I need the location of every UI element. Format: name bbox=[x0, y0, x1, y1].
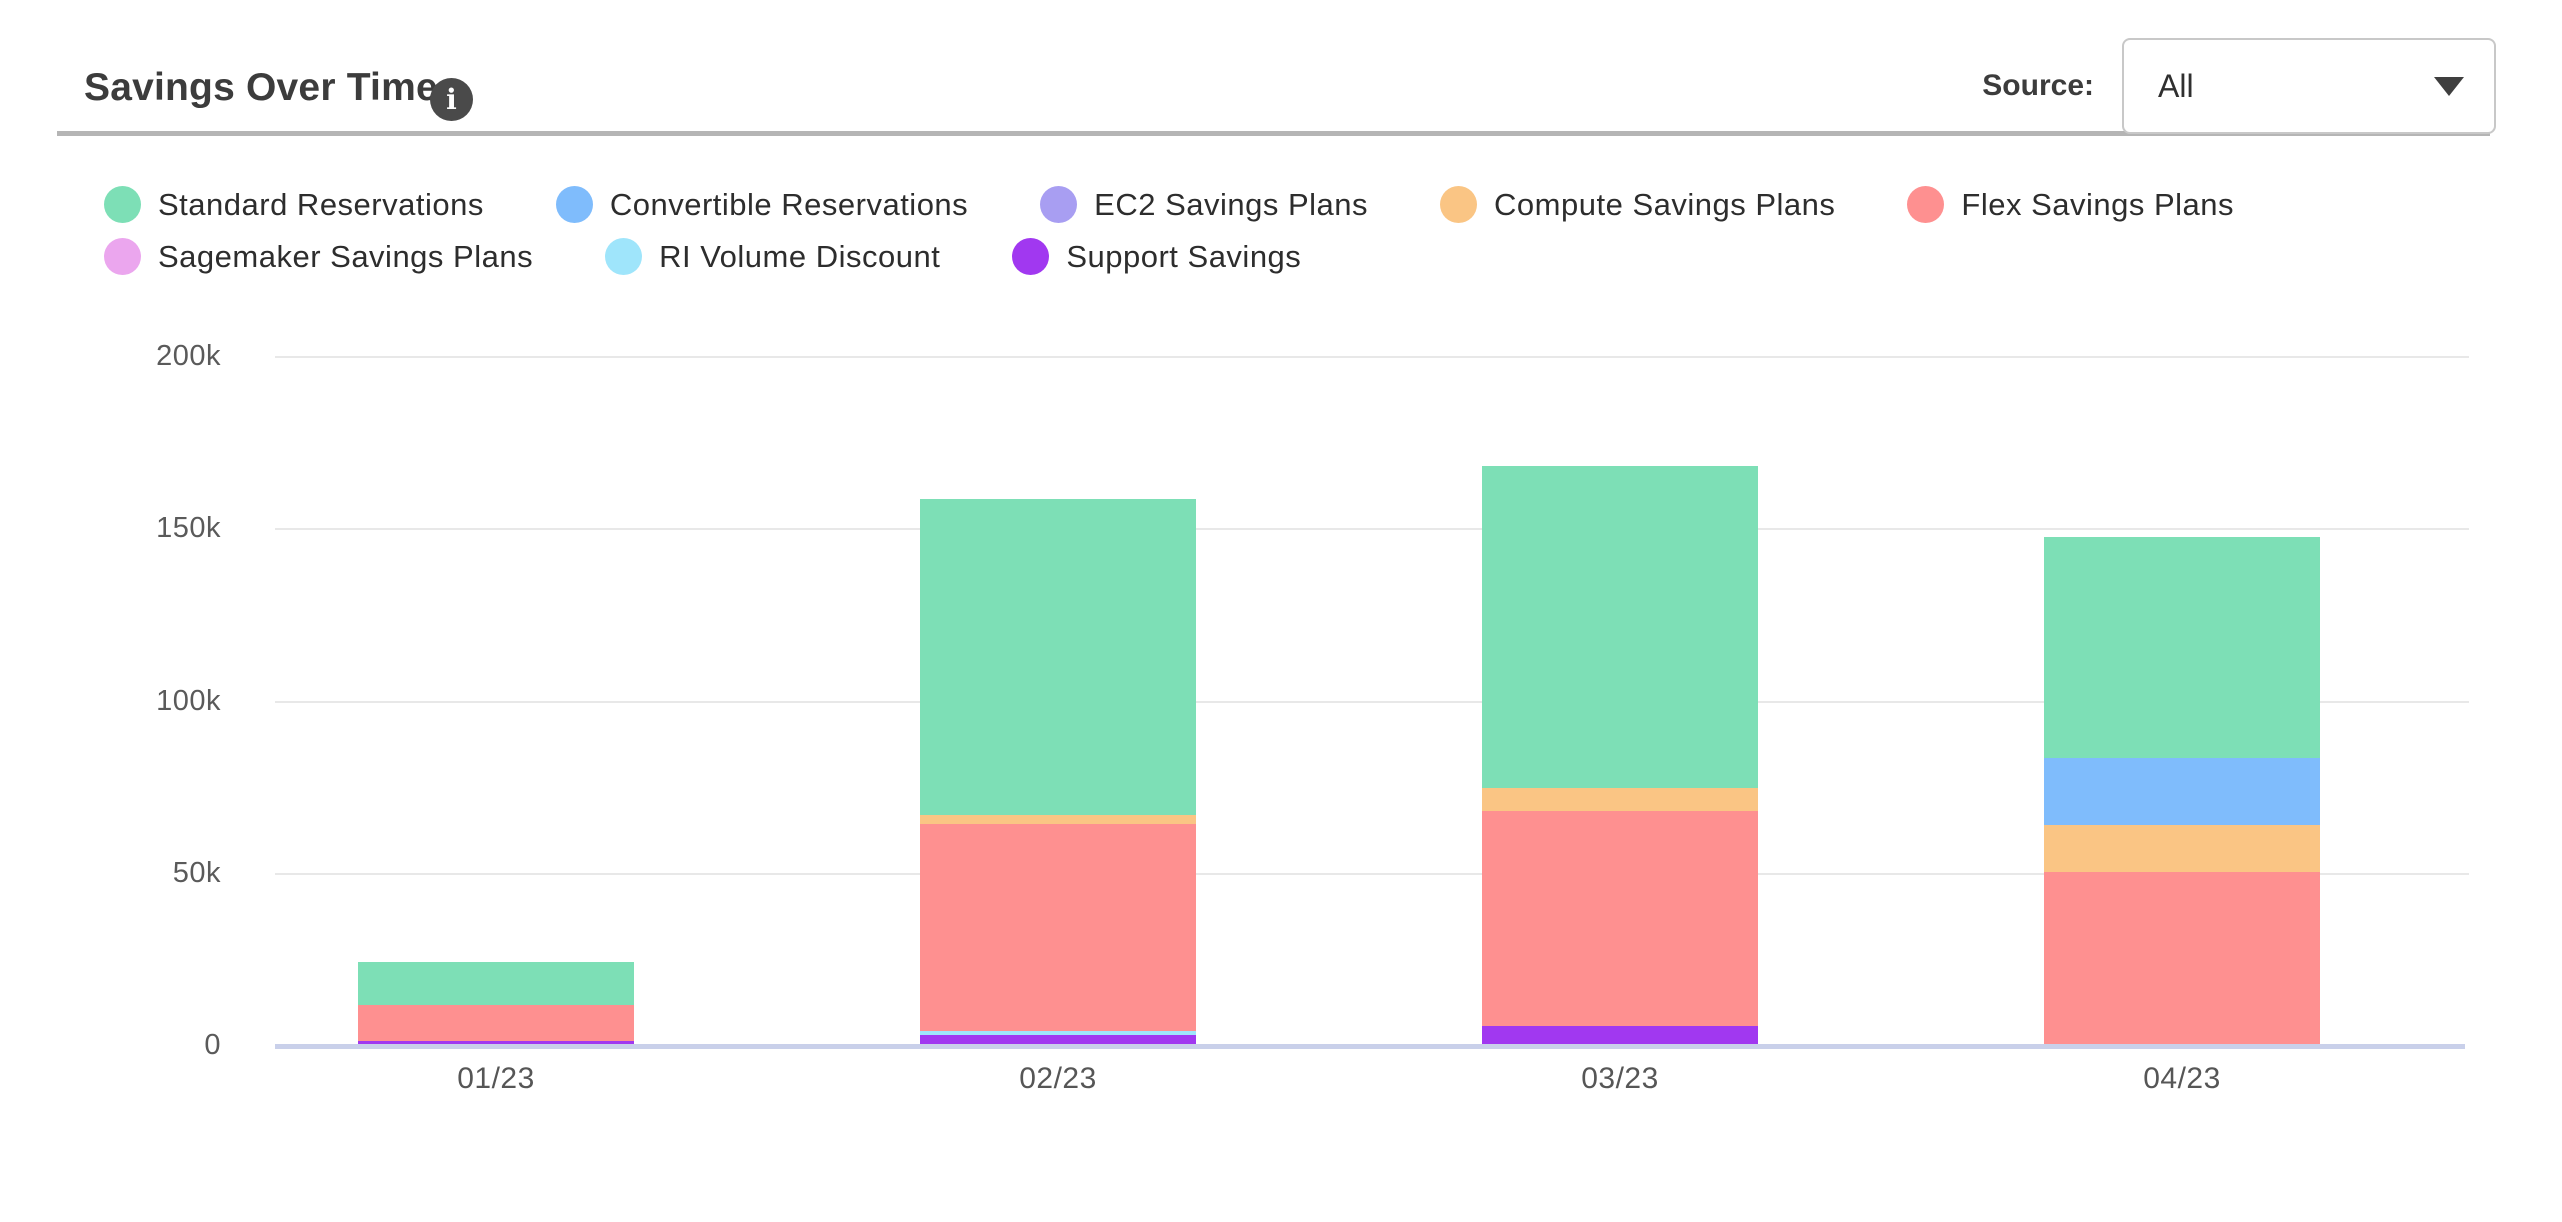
x-axis-label: 03/23 bbox=[1581, 1062, 1659, 1095]
legend-label: Flex Savings Plans bbox=[1961, 186, 2235, 222]
bar-segment-compute-savings-plans[interactable] bbox=[1482, 788, 1758, 812]
legend-item-flex-savings-plans[interactable]: Flex Savings Plans bbox=[1907, 186, 2234, 223]
chart-legend: Standard Reservations Convertible Reserva… bbox=[104, 186, 2504, 275]
bar-segment-standard-reservations[interactable] bbox=[920, 498, 1196, 815]
legend-item-convertible-reservations[interactable]: Convertible Reservations bbox=[555, 186, 969, 223]
legend-item-compute-savings-plans[interactable]: Compute Savings Plans bbox=[1440, 186, 1835, 223]
bar-segment-compute-savings-plans[interactable] bbox=[920, 814, 1196, 824]
bar-segment-flex-savings-plans[interactable] bbox=[1482, 811, 1758, 1027]
legend-label: Standard Reservations bbox=[158, 186, 484, 222]
legend-swatch-icon bbox=[104, 186, 141, 223]
legend-swatch-icon bbox=[104, 238, 141, 275]
y-axis-tick-label: 150k bbox=[156, 512, 221, 545]
legend-swatch-icon bbox=[555, 186, 593, 223]
header-divider bbox=[57, 131, 2490, 136]
legend-item-support-savings[interactable]: Support Savings bbox=[1012, 238, 1301, 275]
legend-swatch-icon bbox=[1040, 186, 1078, 223]
source-select[interactable]: All bbox=[2122, 38, 2496, 134]
legend-label: Compute Savings Plans bbox=[1494, 186, 1836, 222]
bar-segment-standard-reservations[interactable] bbox=[358, 962, 634, 1006]
stacked-bar-04-23[interactable] bbox=[2044, 0, 2320, 1044]
bar-segment-flex-savings-plans[interactable] bbox=[920, 823, 1196, 1031]
bar-segment-support-savings[interactable] bbox=[358, 1040, 634, 1044]
gridline-200k bbox=[275, 356, 2469, 358]
bar-segment-support-savings[interactable] bbox=[1482, 1026, 1758, 1044]
chevron-down-icon bbox=[2434, 76, 2464, 96]
legend-swatch-icon bbox=[1907, 186, 1945, 223]
source-label: Source: bbox=[1982, 69, 2094, 102]
x-axis-label: 04/23 bbox=[2143, 1062, 2221, 1095]
bar-segment-flex-savings-plans[interactable] bbox=[358, 1005, 634, 1041]
legend-label: Sagemaker Savings Plans bbox=[158, 238, 534, 274]
legend-item-ec2-savings-plans[interactable]: EC2 Savings Plans bbox=[1040, 186, 1368, 223]
legend-label: EC2 Savings Plans bbox=[1094, 186, 1369, 222]
y-axis-tick-label: 0 bbox=[204, 1029, 221, 1061]
legend-swatch-icon bbox=[605, 238, 643, 275]
bar-segment-flex-savings-plans[interactable] bbox=[2044, 871, 2320, 1044]
bar-segment-convertible-reservations[interactable] bbox=[2044, 758, 2320, 825]
info-icon-glyph: i bbox=[446, 83, 457, 116]
legend-label: Support Savings bbox=[1066, 238, 1302, 274]
x-axis-label: 02/23 bbox=[1019, 1062, 1097, 1095]
legend-label: RI Volume Discount bbox=[659, 238, 941, 274]
legend-item-standard-reservations[interactable]: Standard Reservations bbox=[104, 186, 484, 223]
source-select-value: All bbox=[2158, 67, 2194, 104]
stacked-bar-03-23[interactable] bbox=[1482, 0, 1758, 1044]
bar-segment-standard-reservations[interactable] bbox=[1482, 465, 1758, 789]
stacked-bar-01-23[interactable] bbox=[358, 0, 634, 1044]
bar-segment-support-savings[interactable] bbox=[920, 1034, 1196, 1044]
gridline-50k bbox=[275, 872, 2469, 875]
stacked-bar-02-23[interactable] bbox=[920, 0, 1196, 1044]
legend-item-ri-volume-discount[interactable]: RI Volume Discount bbox=[605, 238, 940, 275]
gridline-100k bbox=[275, 700, 2469, 703]
legend-item-sagemaker-savings-plans[interactable]: Sagemaker Savings Plans bbox=[104, 238, 533, 275]
y-axis-tick-label: 100k bbox=[156, 684, 221, 717]
bar-segment-ri-volume-discount[interactable] bbox=[920, 1030, 1196, 1035]
x-axis-line bbox=[275, 1044, 2465, 1049]
gridline-150k bbox=[275, 528, 2469, 531]
bar-segment-standard-reservations[interactable] bbox=[2044, 536, 2320, 759]
info-icon[interactable]: i bbox=[430, 78, 473, 121]
y-axis-tick-label: 50k bbox=[172, 856, 221, 889]
legend-swatch-icon bbox=[1012, 238, 1050, 275]
page-title: Savings Over Time bbox=[84, 66, 438, 109]
source-control: Source: All bbox=[1982, 38, 2496, 134]
legend-swatch-icon bbox=[1440, 186, 1478, 223]
y-axis-tick-label: 200k bbox=[156, 340, 221, 372]
legend-label: Convertible Reservations bbox=[609, 186, 969, 222]
bar-segment-compute-savings-plans[interactable] bbox=[2044, 824, 2320, 872]
x-axis-label: 01/23 bbox=[457, 1062, 535, 1095]
